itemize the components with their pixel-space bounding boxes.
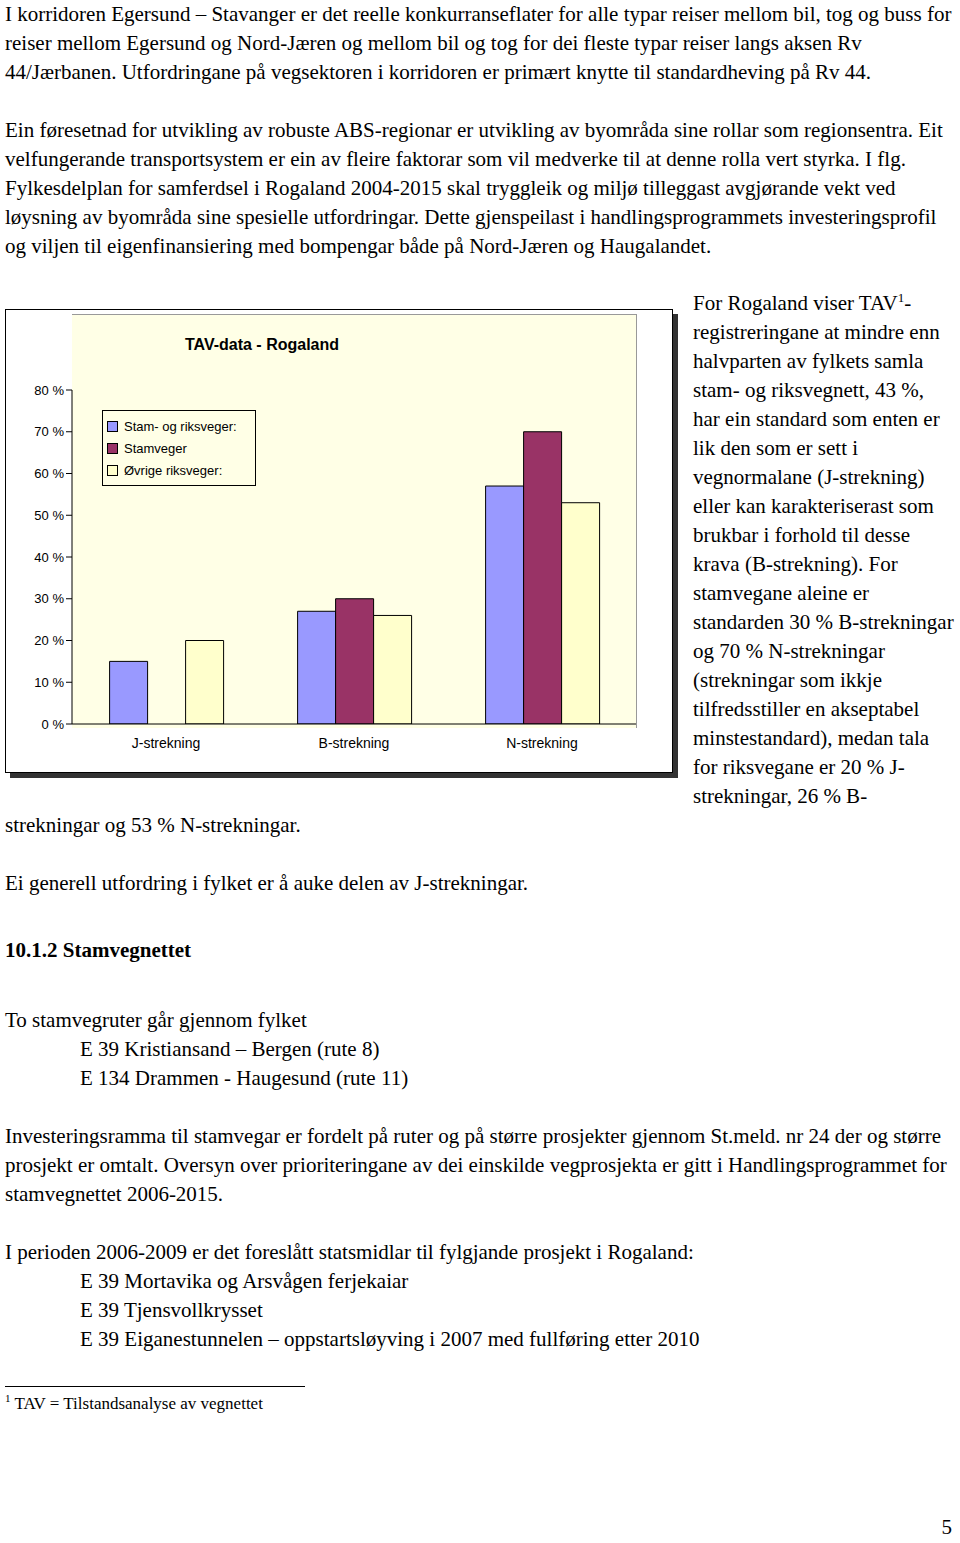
svg-text:10 %: 10 % (34, 675, 64, 690)
svg-text:N-strekning: N-strekning (506, 735, 578, 751)
svg-text:50 %: 50 % (34, 508, 64, 523)
svg-text:20 %: 20 % (34, 633, 64, 648)
svg-text:40 %: 40 % (34, 550, 64, 565)
svg-text:70 %: 70 % (34, 424, 64, 439)
svg-text:80 %: 80 % (34, 383, 64, 398)
svg-text:60 %: 60 % (34, 466, 64, 481)
svg-text:0 %: 0 % (42, 717, 65, 732)
svg-text:30 %: 30 % (34, 591, 64, 606)
svg-text:B-strekning: B-strekning (319, 735, 390, 751)
svg-text:J-strekning: J-strekning (132, 735, 200, 751)
